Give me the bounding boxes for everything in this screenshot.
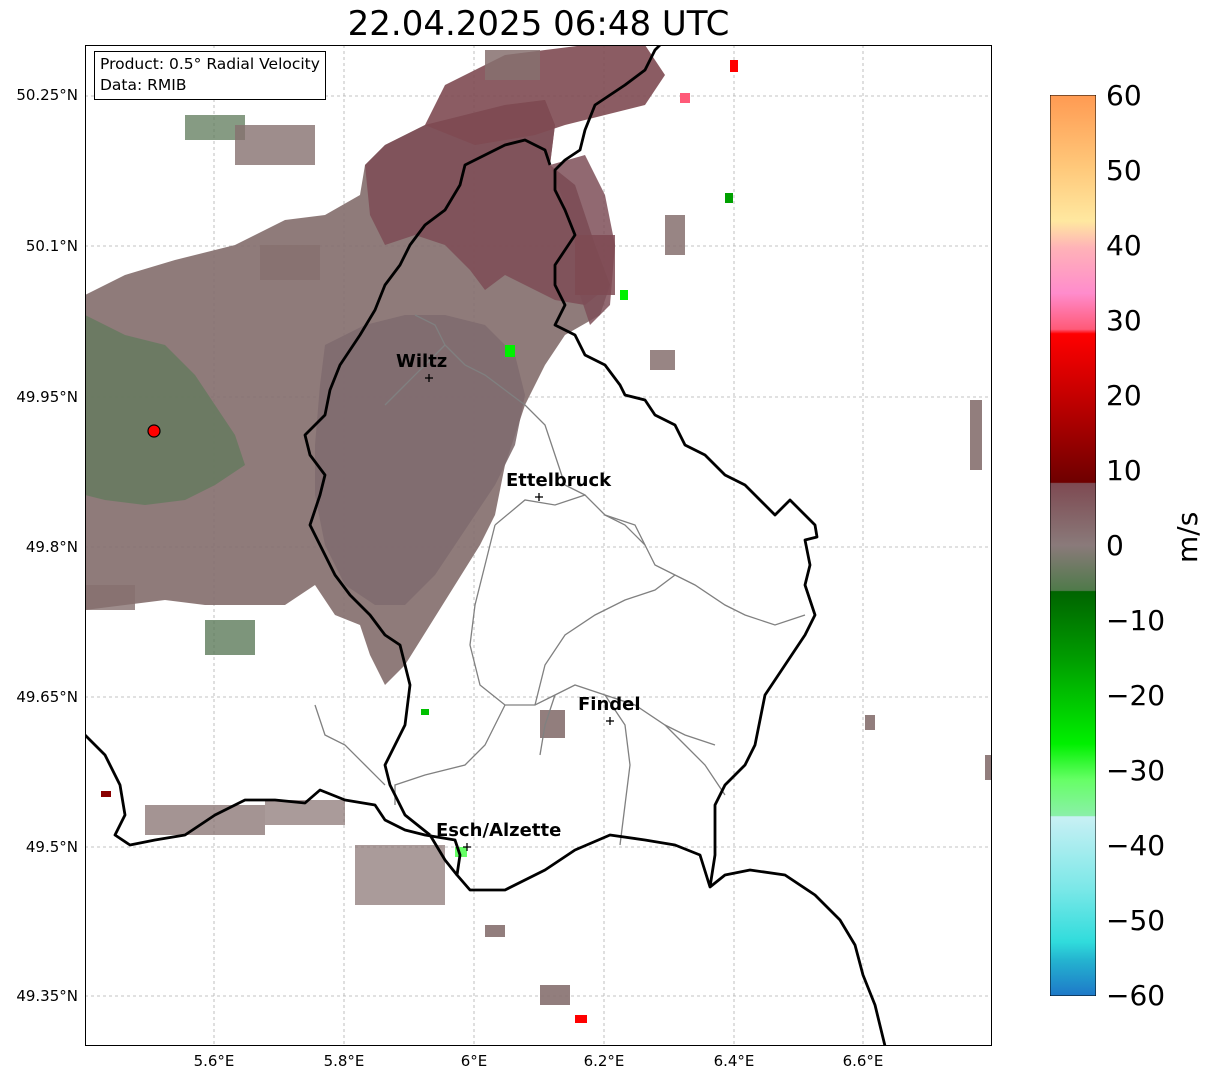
ettelbruck-marker bbox=[535, 493, 543, 501]
echo-patch bbox=[575, 235, 615, 295]
lon-tick-label: 6.6°E bbox=[842, 1052, 884, 1070]
colorbar-tick: −20 bbox=[1106, 679, 1166, 712]
echo-red bbox=[730, 60, 738, 72]
echo-region-north bbox=[365, 100, 610, 305]
echo-patch bbox=[865, 715, 875, 730]
findel-marker bbox=[606, 717, 614, 725]
radar-site-marker bbox=[147, 424, 161, 438]
city-markers bbox=[425, 374, 614, 851]
velocity-echoes bbox=[85, 45, 992, 1023]
echo-pink bbox=[680, 93, 690, 103]
lat-tick-label: 50.1°N bbox=[25, 237, 78, 255]
echo-red bbox=[575, 1015, 587, 1023]
city-label-esch: Esch/Alzette bbox=[436, 820, 562, 841]
wiltz-marker bbox=[425, 374, 433, 382]
lat-tick-label: 49.5°N bbox=[25, 838, 78, 856]
colorbar-tick: 40 bbox=[1106, 229, 1142, 262]
canton-borders bbox=[314, 314, 806, 846]
lon-tick-label: 5.6°E bbox=[193, 1052, 235, 1070]
map-frame bbox=[85, 45, 992, 1046]
colorbar-tick: 60 bbox=[1106, 79, 1142, 112]
echo-green bbox=[505, 345, 515, 357]
echo-region-northeast bbox=[425, 45, 665, 145]
echo-patch bbox=[260, 245, 320, 280]
city-label-findel: Findel bbox=[578, 694, 641, 715]
map-title: 22.04.2025 06:48 UTC bbox=[347, 4, 730, 44]
colorbar-tick: −50 bbox=[1106, 904, 1166, 937]
lon-tick-label: 6°E bbox=[460, 1052, 488, 1070]
data-source-label: Data: RMIB bbox=[100, 76, 187, 94]
colorbar-tick: −60 bbox=[1106, 979, 1166, 1012]
lat-tick-label: 49.65°N bbox=[16, 688, 78, 706]
product-label: Product: 0.5° Radial Velocity bbox=[100, 55, 320, 73]
map-canvas bbox=[85, 45, 992, 1046]
echo-green bbox=[421, 709, 429, 715]
esch-marker bbox=[463, 843, 471, 851]
echo-region-radar-green bbox=[85, 315, 245, 505]
colorbar-tick: −10 bbox=[1106, 604, 1166, 637]
lat-tick-label: 49.95°N bbox=[16, 388, 78, 406]
city-label-ettelbruck: Ettelbruck bbox=[506, 470, 612, 491]
echo-patch bbox=[650, 350, 675, 370]
lon-tick-label: 5.8°E bbox=[323, 1052, 365, 1070]
colorbar-tick: −30 bbox=[1106, 754, 1166, 787]
echo-patch bbox=[665, 215, 685, 255]
echo-patch bbox=[85, 585, 135, 610]
colorbar-tick: 50 bbox=[1106, 154, 1142, 187]
radar-map[interactable] bbox=[85, 45, 992, 1046]
echo-patch bbox=[485, 50, 540, 80]
colorbar-tick: −40 bbox=[1106, 829, 1166, 862]
echo-green bbox=[620, 290, 628, 300]
echo-patch bbox=[485, 925, 505, 937]
echo-patch bbox=[355, 845, 445, 905]
colorbar-tick: 20 bbox=[1106, 379, 1142, 412]
echo-patch bbox=[970, 400, 982, 470]
colorbar-tick: 0 bbox=[1106, 529, 1124, 562]
lat-tick-label: 49.8°N bbox=[25, 538, 78, 556]
echo-red-small bbox=[101, 791, 111, 797]
lon-tick-label: 6.4°E bbox=[713, 1052, 755, 1070]
city-label-wiltz: Wiltz bbox=[396, 351, 448, 372]
colorbar-tick: 10 bbox=[1106, 454, 1142, 487]
echo-patch bbox=[235, 125, 315, 165]
echo-region-central bbox=[315, 315, 525, 605]
lat-tick-label: 50.25°N bbox=[16, 86, 78, 104]
lat-tick-label: 49.35°N bbox=[16, 987, 78, 1005]
echo-patch bbox=[205, 620, 255, 655]
lon-tick-label: 6.2°E bbox=[583, 1052, 625, 1070]
echo-green bbox=[455, 847, 467, 857]
colorbar-tick: 30 bbox=[1106, 304, 1142, 337]
echo-patch bbox=[985, 755, 992, 780]
product-info-box: Product: 0.5° Radial Velocity Data: RMIB bbox=[94, 51, 326, 100]
country-borders bbox=[85, 45, 887, 1046]
velocity-colorbar bbox=[1050, 95, 1096, 996]
colorbar-unit-label: m/s bbox=[1171, 511, 1204, 563]
echo-patch bbox=[540, 985, 570, 1005]
echo-green bbox=[725, 193, 733, 203]
